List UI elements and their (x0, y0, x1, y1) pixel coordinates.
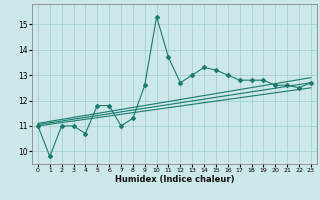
X-axis label: Humidex (Indice chaleur): Humidex (Indice chaleur) (115, 175, 234, 184)
